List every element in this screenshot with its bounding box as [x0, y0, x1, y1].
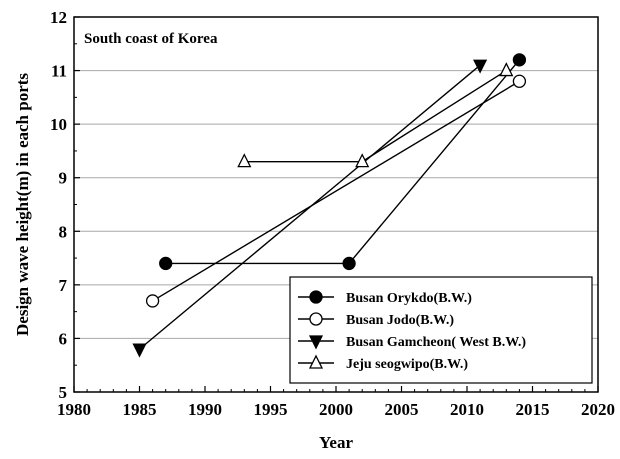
legend-entry: Busan Orykdo(B.W.): [298, 290, 472, 306]
x-tick-label: 2015: [516, 400, 550, 419]
series-1: [159, 53, 527, 271]
legend-entry: Busan Gamcheon( West B.W.): [298, 335, 526, 350]
legend-entry: Jeju seogwipo(B.W.): [298, 354, 468, 372]
legend-marker: [308, 335, 324, 350]
legend-label: Jeju seogwipo(B.W.): [346, 357, 468, 372]
data-point: [499, 62, 514, 77]
data-point: [342, 256, 356, 271]
series-line: [244, 69, 507, 163]
data-point: [132, 343, 147, 358]
legend-label: Busan Orykdo(B.W.): [346, 291, 472, 306]
y-tick-label: 12: [50, 8, 67, 27]
data-point: [237, 153, 252, 168]
series-line: [152, 80, 520, 302]
x-tick-label: 2005: [385, 400, 419, 419]
legend: Busan Orykdo(B.W.) Busan Jodo(B.W.) Busan …: [289, 276, 593, 384]
y-axis-title: Design wave height(m) in each ports: [13, 73, 32, 336]
data-point: [512, 53, 527, 67]
data-point: [512, 74, 527, 88]
x-tick-label: 2020: [581, 400, 615, 419]
data-point: [145, 294, 160, 308]
legend-label: Busan Gamcheon( West B.W.): [346, 335, 526, 350]
chart-annotation: South coast of Korea: [84, 31, 218, 47]
series-4: [237, 62, 514, 168]
series-2: [145, 74, 527, 308]
data-point: [355, 153, 370, 168]
y-tick-label: 10: [50, 115, 67, 134]
axis-ticks: [73, 16, 599, 393]
y-tick-label: 8: [59, 222, 68, 241]
legend-marker: [308, 354, 324, 369]
x-tick-label: 1980: [57, 400, 91, 419]
legend-marker: [309, 312, 323, 326]
data-point: [159, 256, 173, 271]
y-tick-label: 9: [59, 169, 68, 188]
x-tick-label: 1995: [254, 400, 288, 419]
x-tick-label: 2000: [319, 400, 353, 419]
legend-label: Busan Jodo(B.W.): [346, 313, 454, 328]
x-tick-label: 1985: [123, 400, 157, 419]
legend-box: [289, 276, 593, 384]
legend-entry: Busan Jodo(B.W.): [298, 312, 454, 328]
series-group: [132, 53, 527, 358]
series-3: [132, 59, 488, 358]
y-tick-label: 7: [59, 276, 68, 295]
tick-labels: 5 6 7 8 9 10 11 12 1980 1985 1990 1995 2000 2005 2010 2…: [50, 8, 615, 419]
legend-marker: [309, 290, 323, 304]
y-tick-label: 5: [59, 383, 68, 402]
x-tick-label: 2010: [450, 400, 484, 419]
data-point: [473, 59, 488, 74]
y-tick-label: 11: [51, 62, 67, 81]
x-tick-label: 1990: [188, 400, 222, 419]
y-tick-label: 6: [59, 329, 68, 348]
x-axis-title: Year: [319, 433, 353, 452]
series-line: [139, 64, 481, 350]
